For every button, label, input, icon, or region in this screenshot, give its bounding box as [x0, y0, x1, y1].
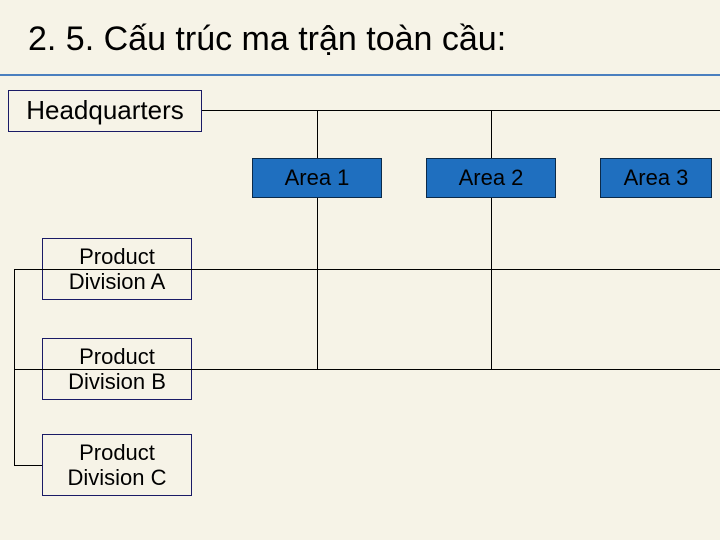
node-area-3: Area 3 — [600, 158, 712, 198]
node-area-2: Area 2 — [426, 158, 556, 198]
grid-vline-3 — [491, 110, 492, 158]
slide-title: 2. 5. Cấu trúc ma trận toàn cầu: — [28, 20, 506, 59]
node-area-2-label: Area 2 — [459, 165, 524, 190]
node-area-1-label: Area 1 — [285, 165, 350, 190]
grid-vline-2 — [317, 198, 318, 369]
grid-vline-4 — [491, 198, 492, 369]
grid-hline-0 — [202, 110, 720, 111]
node-area-3-label: Area 3 — [624, 165, 689, 190]
node-area-1: Area 1 — [252, 158, 382, 198]
grid-hline-2 — [14, 369, 720, 370]
grid-vline-1 — [317, 110, 318, 158]
node-headquarters: Headquarters — [8, 90, 202, 132]
grid-hline-1 — [14, 269, 720, 270]
title-underline — [0, 74, 720, 76]
node-division-c: Product Division C — [42, 434, 192, 496]
node-headquarters-label: Headquarters — [26, 96, 184, 126]
node-division-c-label: Product Division C — [67, 440, 166, 491]
grid-hline-3 — [14, 465, 42, 466]
grid-vline-0 — [14, 269, 15, 465]
